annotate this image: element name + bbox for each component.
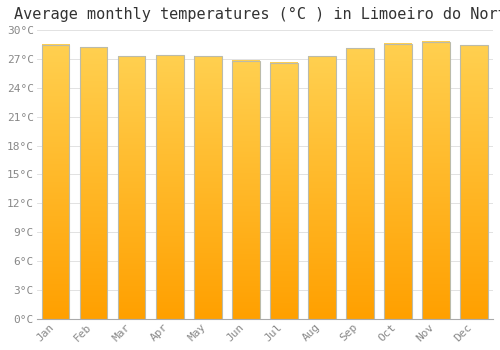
Bar [80, 47, 108, 319]
Bar [118, 56, 146, 319]
Bar [346, 48, 374, 319]
Bar [42, 44, 70, 319]
Bar [270, 63, 297, 319]
Bar [194, 56, 222, 319]
Bar [422, 42, 450, 319]
Bar [460, 46, 487, 319]
Title: Average monthly temperatures (°C ) in Limoeiro do Norte: Average monthly temperatures (°C ) in Li… [14, 7, 500, 22]
Bar [156, 55, 184, 319]
Bar [308, 56, 336, 319]
Bar [232, 61, 260, 319]
Bar [384, 43, 411, 319]
